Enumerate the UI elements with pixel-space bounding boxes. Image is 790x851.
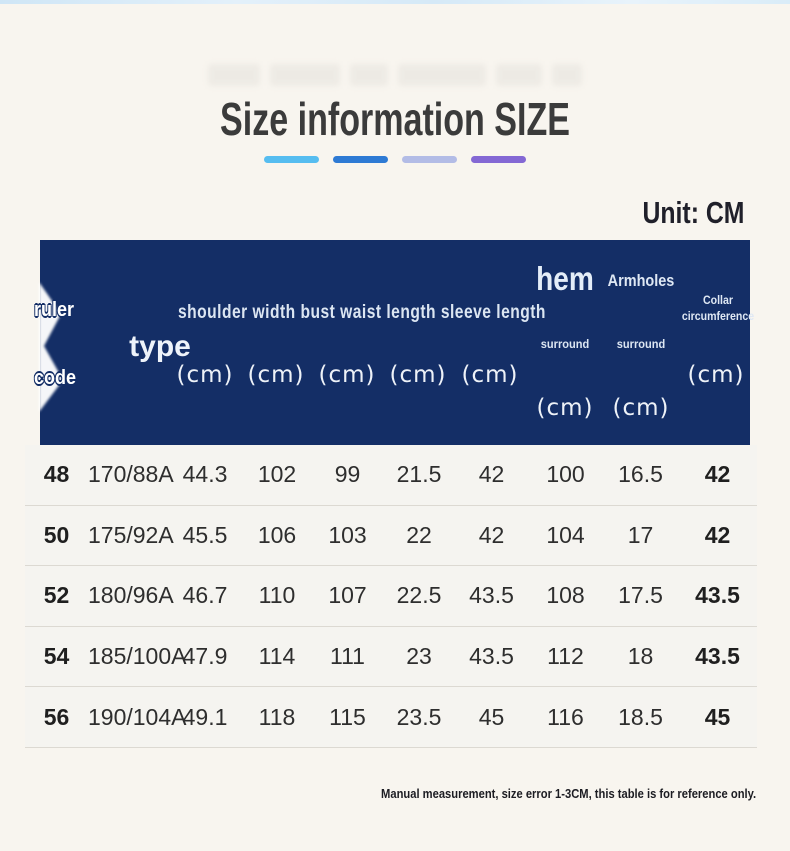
table-cell: 170/88A bbox=[88, 461, 174, 488]
table-cell: 190/104A bbox=[88, 703, 187, 730]
table-cell: 45 bbox=[478, 703, 505, 730]
table-cell: 108 bbox=[546, 582, 585, 609]
table-cell: 43.5 bbox=[695, 582, 740, 609]
corner-ruler-label: ruler bbox=[34, 299, 75, 321]
accent-bar-3 bbox=[402, 156, 457, 164]
table-cell: 52 bbox=[43, 582, 70, 609]
table-cell: 107 bbox=[328, 582, 367, 609]
table-cell: 42 bbox=[704, 521, 731, 548]
title-underline-bars bbox=[0, 151, 790, 169]
table-cell: 42 bbox=[478, 461, 505, 488]
table-cell: 103 bbox=[328, 521, 367, 548]
table-cell: 110 bbox=[258, 582, 296, 609]
armholes-header: Armholes bbox=[607, 271, 675, 290]
unit-label: Unit: CM bbox=[642, 195, 744, 230]
table-cell: 116 bbox=[547, 703, 584, 730]
table-cell: 180/96A bbox=[88, 582, 174, 609]
unit-cm-armholes: (cm) bbox=[612, 395, 670, 421]
table-cell: 17.5 bbox=[618, 582, 663, 609]
table-row: 50 175/92A 45.5 106 103 22 42 104 17 42 bbox=[25, 506, 757, 567]
table-cell: 56 bbox=[43, 703, 70, 730]
table-cell: 44.3 bbox=[182, 461, 228, 488]
measure-columns-header: shoulder width bust waist length sleeve … bbox=[178, 301, 546, 323]
table-cell: 185/100A bbox=[88, 643, 187, 670]
table-row: 56 190/104A 49.1 118 115 23.5 45 116 18.… bbox=[25, 687, 757, 748]
table-cell: 18.5 bbox=[618, 703, 663, 730]
table-cell: 104 bbox=[546, 521, 585, 548]
table-cell: 50 bbox=[43, 521, 70, 548]
table-row: 48 170/88A 44.3 102 99 21.5 42 100 16.5 … bbox=[25, 445, 757, 506]
table-cell: 175/92A bbox=[88, 521, 174, 548]
type-column-header: type bbox=[129, 330, 191, 363]
unit-cm-length: (cm) bbox=[389, 362, 447, 388]
table-cell: 111 bbox=[330, 643, 365, 670]
table-cell: 18 bbox=[627, 643, 654, 670]
unit-cm-hem: (cm) bbox=[536, 395, 594, 421]
table-row: 52 180/96A 46.7 110 107 22.5 43.5 108 17… bbox=[25, 566, 757, 627]
table-cell: 45.5 bbox=[182, 521, 228, 548]
table-header: ruler code type shoulder width bust wais… bbox=[34, 240, 754, 445]
table-cell: 115 bbox=[329, 703, 366, 730]
table-cell: 17 bbox=[627, 521, 654, 548]
table-cell: 48 bbox=[43, 461, 70, 488]
table-cell: 45 bbox=[704, 703, 731, 730]
table-cell: 43.5 bbox=[469, 643, 514, 670]
table-cell: 100 bbox=[546, 461, 585, 488]
unit-cm-shoulder: (cm) bbox=[176, 362, 234, 388]
accent-bar-1 bbox=[264, 156, 319, 164]
table-cell: 118 bbox=[258, 703, 296, 730]
page-title: Size information SIZE bbox=[220, 93, 570, 145]
table-cell: 42 bbox=[478, 521, 505, 548]
unit-cm-collar: (cm) bbox=[687, 362, 745, 388]
table-cell: 54 bbox=[43, 643, 70, 670]
table-cell: 106 bbox=[257, 521, 297, 548]
collar-header-line2: circumference bbox=[681, 311, 755, 323]
table-cell: 16.5 bbox=[618, 461, 663, 488]
collar-header-line1: Collar bbox=[703, 295, 733, 307]
hem-surround-label: surround bbox=[540, 337, 590, 351]
table-cell: 22.5 bbox=[396, 582, 442, 609]
size-table-body: 48 170/88A 44.3 102 99 21.5 42 100 16.5 … bbox=[25, 445, 757, 748]
footnote: Manual measurement, size error 1-3CM, th… bbox=[380, 786, 756, 801]
top-accent-strip bbox=[0, 0, 790, 4]
table-cell: 99 bbox=[334, 461, 361, 488]
corner-code-label: code bbox=[34, 367, 77, 389]
table-cell: 42 bbox=[704, 461, 731, 488]
table-cell: 112 bbox=[547, 643, 584, 670]
armholes-surround-label: surround bbox=[616, 337, 666, 351]
table-cell: 114 bbox=[258, 643, 296, 670]
unit-cm-waist: (cm) bbox=[318, 362, 376, 388]
table-cell: 23 bbox=[406, 643, 432, 670]
table-cell: 46.7 bbox=[182, 582, 228, 609]
table-cell: 23.5 bbox=[396, 703, 442, 730]
table-cell: 21.5 bbox=[396, 461, 442, 488]
table-cell: 43.5 bbox=[469, 582, 514, 609]
accent-bar-4 bbox=[471, 156, 526, 164]
table-cell: 102 bbox=[257, 461, 297, 488]
table-cell: 49.1 bbox=[182, 703, 228, 730]
accent-bar-2 bbox=[333, 156, 388, 164]
table-cell: 22 bbox=[406, 521, 432, 548]
table-row: 54 185/100A 47.9 114 111 23 43.5 112 18 … bbox=[25, 627, 757, 688]
unit-cm-bust: (cm) bbox=[247, 362, 305, 388]
table-cell: 47.9 bbox=[182, 643, 228, 670]
unit-cm-sleeve: (cm) bbox=[461, 362, 519, 388]
hem-header: hem bbox=[536, 260, 594, 297]
corner-chevron-shape bbox=[39, 282, 63, 412]
ghost-watermark bbox=[0, 64, 790, 86]
table-cell: 43.5 bbox=[695, 643, 740, 670]
